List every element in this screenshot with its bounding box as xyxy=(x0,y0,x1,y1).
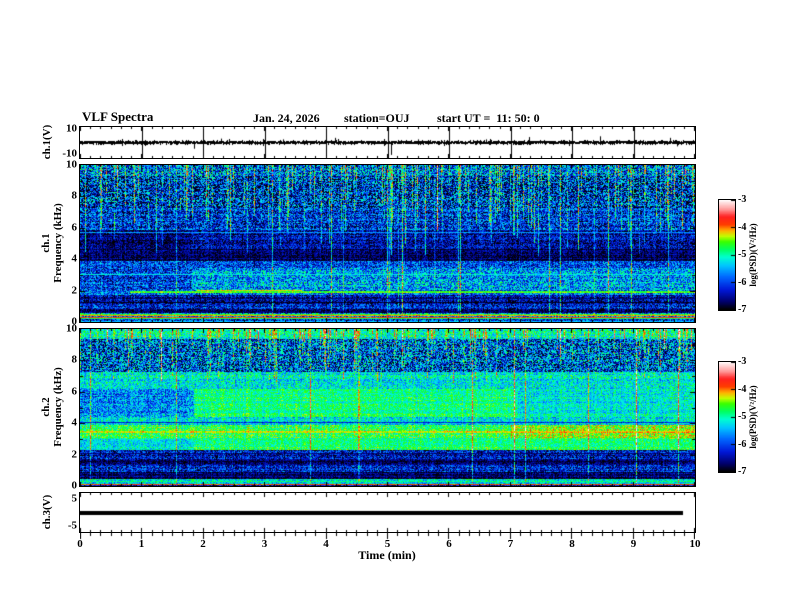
colorbar-tick-label: -3 xyxy=(738,194,747,205)
x-axis-title: Time (min) xyxy=(358,548,416,562)
colorbar-ch2 xyxy=(718,361,736,473)
ch1-waveform-canvas xyxy=(80,127,695,158)
y-tick-label: 5 xyxy=(71,492,78,505)
ylabel-ch1-frequency: Frequency (kHz) xyxy=(52,203,64,283)
ch2-spectrogram-canvas xyxy=(80,329,695,486)
ylabel-spectrogram-ch2: ch.2 Frequency (kHz) xyxy=(40,367,64,447)
panel-ch1-voltage xyxy=(79,126,696,159)
colorbar-tick-label: -4 xyxy=(738,383,747,395)
panel-ch3-voltage xyxy=(79,492,696,533)
y-tick-label: 6 xyxy=(71,385,78,398)
colorbar-ch1-canvas xyxy=(719,200,735,310)
panel-spectrogram-ch1 xyxy=(79,164,696,323)
x-tick-label: 1 xyxy=(138,538,145,550)
x-axis-ticks-canvas xyxy=(80,533,695,541)
header-station: station=OUJ xyxy=(344,111,410,125)
ylabel-ch1-channel: ch.1 xyxy=(39,233,52,253)
ylabel-spectrogram-ch1: ch.1 Frequency (kHz) xyxy=(40,203,64,283)
y-tick-label: 10 xyxy=(66,158,77,171)
y-tick-label: 4 xyxy=(71,252,78,265)
y-tick-label: 2 xyxy=(71,284,78,297)
x-tick-label: 9 xyxy=(630,538,637,550)
ch3-waveform-canvas xyxy=(80,493,695,532)
colorbar-tick-label: -5 xyxy=(738,249,747,260)
colorbar-ch2-canvas xyxy=(719,362,735,472)
colorbar-ch1 xyxy=(718,199,736,311)
x-tick-label: 2 xyxy=(200,538,206,550)
y-tick-label: 10 xyxy=(66,322,77,335)
x-tick-label: 8 xyxy=(569,538,575,550)
ch1-spectrogram-canvas xyxy=(80,165,695,322)
y-tick-label: 0 xyxy=(71,479,78,492)
colorbar-tick-label: -3 xyxy=(738,356,747,367)
colorbar-tick-label: -6 xyxy=(738,276,747,288)
page-title: VLF Spectra xyxy=(82,109,154,124)
y-tick-label: 2 xyxy=(71,448,78,461)
y-tick-label: 0 xyxy=(71,315,78,328)
colorbar-ch2-label: log(PSD)(V²/Hz) xyxy=(748,385,758,449)
y-tick-label: 8 xyxy=(71,189,78,202)
x-tick-label: 3 xyxy=(261,538,268,550)
x-tick-label: 6 xyxy=(446,538,452,550)
panel-spectrogram-ch2 xyxy=(79,328,696,487)
colorbar-tick-label: -4 xyxy=(738,221,747,233)
colorbar-tick-label: -5 xyxy=(738,411,747,422)
colorbar-tick-label: -6 xyxy=(738,438,747,450)
header-start-ut: start UT = 11: 50: 0 xyxy=(437,111,540,125)
y-tick-label: -10 xyxy=(62,147,77,160)
x-tick-label: 5 xyxy=(384,538,391,550)
y-tick-label: 6 xyxy=(71,221,78,234)
x-tick-label: 0 xyxy=(77,538,83,550)
y-tick-label: 10 xyxy=(66,122,77,135)
x-tick-label: 7 xyxy=(507,538,514,550)
colorbar-tick-label: -7 xyxy=(738,304,747,315)
ylabel-ch2-frequency: Frequency (kHz) xyxy=(52,367,64,447)
x-tick-label: 4 xyxy=(323,538,329,550)
y-tick-label: 8 xyxy=(71,353,78,366)
colorbar-tick-label: -7 xyxy=(738,466,747,477)
y-tick-label: -5 xyxy=(67,519,77,532)
y-tick-label: 4 xyxy=(71,416,78,429)
colorbar-ch1-label: log(PSD)(V²/Hz) xyxy=(748,223,758,287)
ylabel-ch2-channel: ch.2 xyxy=(39,397,52,417)
x-tick-label: 10 xyxy=(689,538,701,550)
header-date: Jan. 24, 2026 xyxy=(253,111,320,125)
